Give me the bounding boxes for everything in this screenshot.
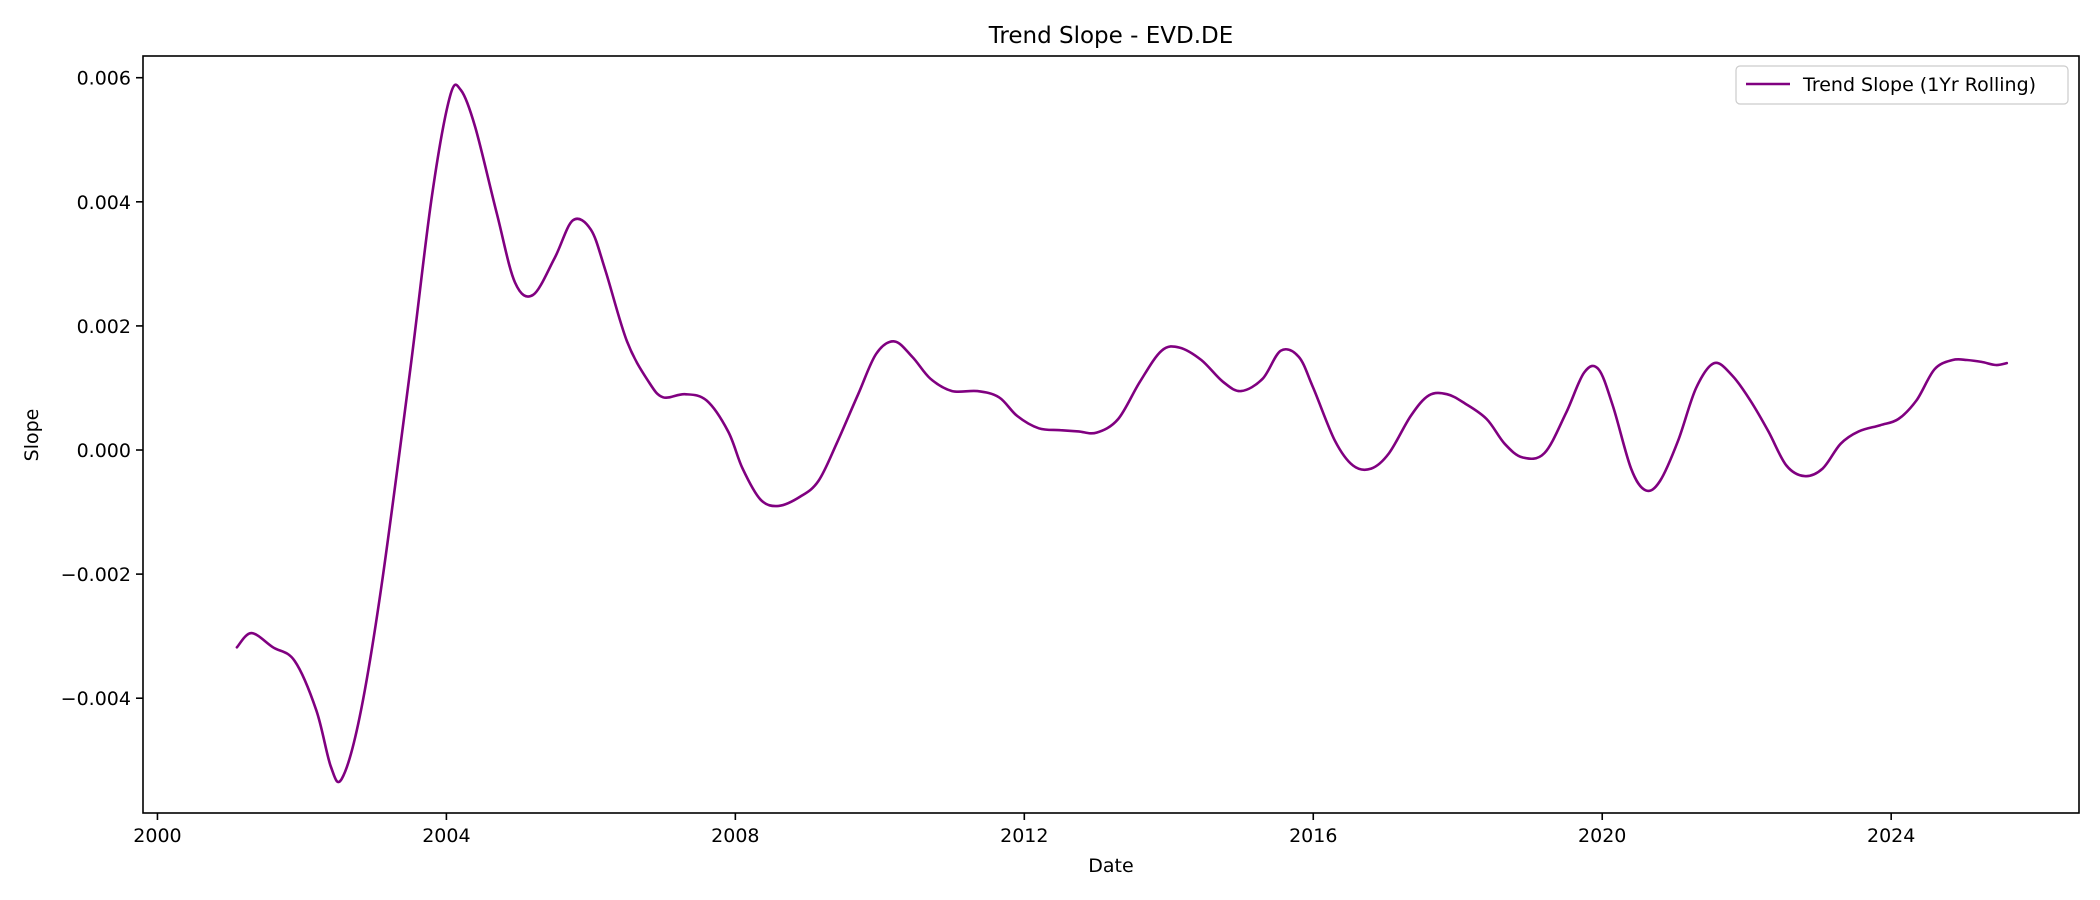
y-tick-label: 0.004 bbox=[77, 192, 131, 214]
x-tick-label: 2004 bbox=[422, 825, 470, 847]
legend: Trend Slope (1Yr Rolling) bbox=[1735, 65, 2069, 105]
x-tick-label: 2020 bbox=[1578, 825, 1626, 847]
y-tick-label: 0.000 bbox=[77, 440, 131, 462]
y-tick-label: −0.002 bbox=[61, 564, 131, 586]
legend-label: Trend Slope (1Yr Rolling) bbox=[1802, 74, 2036, 96]
x-tick-label: 2024 bbox=[1867, 825, 1915, 847]
y-tick-label: 0.002 bbox=[77, 316, 131, 338]
x-tick-label: 2012 bbox=[1000, 825, 1048, 847]
plot-frame bbox=[142, 55, 2080, 814]
x-axis-label: Date bbox=[1088, 855, 1133, 877]
y-axis-label: Slope bbox=[21, 409, 43, 462]
series-layer bbox=[235, 83, 2009, 784]
y-tick-label: −0.004 bbox=[61, 688, 131, 710]
x-tick-label: 2016 bbox=[1289, 825, 1337, 847]
y-tick-label: 0.006 bbox=[77, 68, 131, 90]
x-tick-label: 2000 bbox=[133, 825, 181, 847]
series-line bbox=[235, 83, 2009, 784]
y-axis-ticks: −0.004 −0.002 0.000 0.002 0.004 0.006 bbox=[61, 68, 143, 710]
legend-box bbox=[1735, 65, 2069, 105]
chart-title: Trend Slope - EVD.DE bbox=[988, 23, 1234, 49]
x-tick-label: 2008 bbox=[711, 825, 759, 847]
x-axis-ticks: 2000 2004 2008 2012 2016 2020 2024 bbox=[133, 813, 1915, 847]
